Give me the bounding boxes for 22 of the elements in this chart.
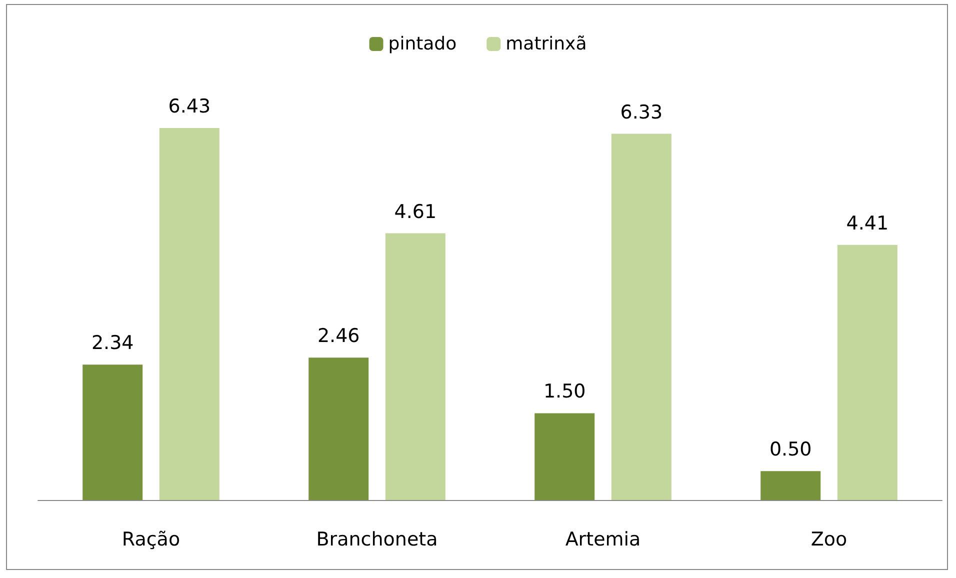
x-tick-label: Zoo <box>810 528 848 550</box>
legend-label: matrinxã <box>506 34 587 54</box>
data-label: 2.34 <box>91 332 134 354</box>
bar <box>308 358 369 500</box>
bar <box>837 244 898 500</box>
bar <box>760 471 821 500</box>
data-label: 6.33 <box>620 101 663 124</box>
data-label: 6.43 <box>168 95 211 118</box>
data-label: 4.61 <box>394 200 437 223</box>
legend-label: pintado <box>388 34 457 54</box>
bar <box>534 413 595 500</box>
data-label: 2.46 <box>317 325 360 348</box>
bar <box>385 233 446 500</box>
x-tick-label: Artemia <box>565 528 641 550</box>
data-label: 1.50 <box>543 380 586 403</box>
data-label: 0.50 <box>769 438 812 461</box>
bar <box>82 364 143 500</box>
x-tick-label: Branchoneta <box>316 528 438 550</box>
data-label: 4.41 <box>846 212 889 234</box>
bar <box>159 128 220 500</box>
bar <box>611 134 672 500</box>
x-tick-label: Ração <box>122 528 180 550</box>
